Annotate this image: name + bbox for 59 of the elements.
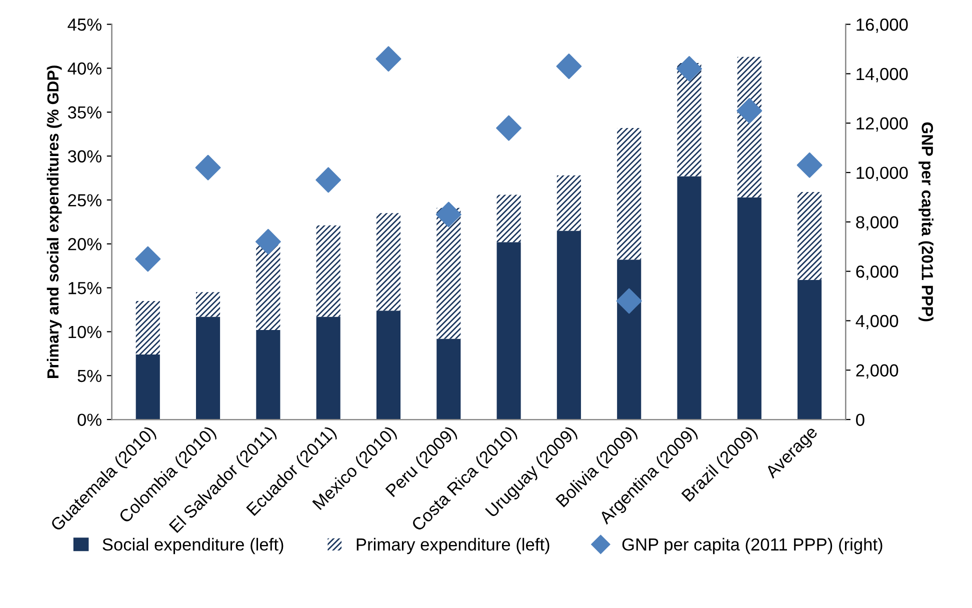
point — [195, 154, 221, 180]
point — [135, 246, 161, 272]
bar — [136, 354, 160, 420]
bar — [376, 213, 401, 311]
legend-label: Social expenditure (left) — [102, 538, 284, 554]
bar — [196, 292, 220, 317]
point — [616, 288, 642, 314]
bar — [436, 208, 461, 339]
bar — [798, 192, 822, 280]
point — [556, 54, 582, 80]
y-tick-label: 35% — [68, 106, 102, 119]
y2-tick-label: 4,000 — [856, 314, 898, 330]
bar — [677, 176, 702, 420]
bar — [737, 197, 762, 420]
bar — [617, 260, 642, 420]
bar — [256, 330, 280, 420]
y-tick-label: 10% — [68, 326, 102, 338]
y-axis-title: Primary and social expenditures (% GDP) — [46, 66, 62, 378]
bar — [556, 230, 581, 420]
y2-tick-label: 6,000 — [856, 265, 898, 280]
legend-label: GNP per capita (2011 PPP) (right) — [622, 538, 882, 554]
legend-label: Primary expenditure (left) — [356, 538, 550, 554]
bar — [316, 316, 340, 420]
bar — [556, 175, 581, 231]
y2-axis-title: GNP per capita (2011 PPP) — [918, 122, 934, 322]
bar — [496, 194, 521, 242]
point — [796, 152, 822, 178]
y-tick-label: 45% — [68, 18, 102, 31]
bar — [136, 300, 160, 355]
y-tick-label: 5% — [78, 370, 102, 382]
y2-tick-label: 10,000 — [856, 166, 908, 182]
bar — [316, 225, 340, 317]
y2-tick-label: 8,000 — [856, 216, 898, 230]
point — [436, 202, 462, 228]
point — [376, 46, 402, 72]
y-tick-label: 15% — [68, 282, 102, 294]
bar — [496, 242, 521, 420]
point — [496, 115, 522, 141]
point — [676, 56, 702, 82]
point — [316, 167, 342, 193]
y2-tick-label: 16,000 — [856, 18, 908, 33]
point — [255, 228, 281, 254]
bar — [256, 244, 280, 330]
bar — [376, 310, 401, 420]
bar — [436, 338, 461, 420]
y-tick-label: 0% — [78, 414, 102, 426]
y2-tick-label: 0 — [856, 414, 864, 426]
bar — [617, 128, 642, 260]
y-tick-label: 40% — [68, 62, 102, 75]
y-tick-label: 30% — [68, 150, 102, 163]
bar — [798, 280, 822, 420]
bar — [737, 56, 762, 198]
y-tick-label: 20% — [68, 238, 102, 250]
point — [736, 98, 762, 124]
y2-tick-label: 12,000 — [856, 117, 908, 132]
bar — [196, 316, 220, 420]
y2-tick-label: 14,000 — [856, 68, 908, 82]
y2-tick-label: 2,000 — [856, 364, 898, 379]
y-tick-label: 25% — [68, 194, 102, 206]
